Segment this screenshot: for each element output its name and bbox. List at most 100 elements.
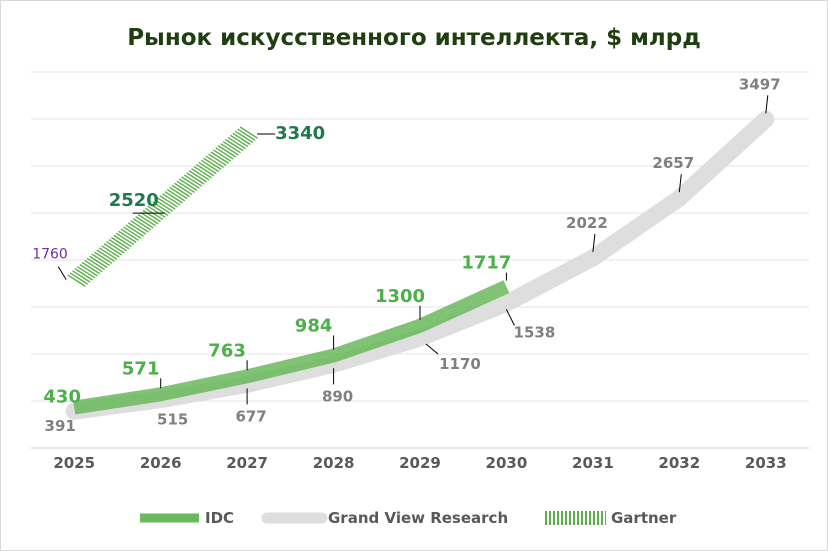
series-line-gartner: [67, 126, 258, 287]
gartner-hatch-stroke: [159, 195, 178, 208]
gartner-hatch-stroke: [222, 140, 242, 154]
gartner-hatch-stroke: [115, 232, 135, 246]
gartner-hatch-stroke: [225, 138, 244, 152]
gartner-hatch-stroke: [79, 263, 98, 277]
gartner-hatch-stroke: [86, 257, 106, 271]
gartner-hatch-stroke: [217, 145, 237, 158]
gartner-hatch-stroke: [195, 163, 215, 177]
data-label: 2657: [652, 154, 694, 172]
data-label: 2520: [109, 190, 159, 211]
x-tick-label: 2028: [313, 454, 355, 472]
gartner-hatch-stroke: [198, 161, 217, 175]
legend-item: IDC: [140, 509, 234, 527]
gartner-hatch-stroke: [111, 236, 130, 250]
legend-label: IDC: [205, 509, 234, 527]
x-tick-label: 2032: [658, 454, 700, 472]
gartner-hatch-stroke: [178, 178, 198, 191]
data-label: 2022: [566, 214, 608, 232]
gartner-hatch-stroke: [91, 253, 110, 267]
x-tick-label: 2027: [226, 454, 268, 472]
gartner-hatch-stroke: [81, 261, 101, 275]
gartner-hatch-stroke: [239, 126, 258, 139]
gartner-hatch-stroke: [183, 174, 203, 187]
gartner-hatch-stroke: [237, 128, 256, 141]
gartner-hatch-stroke: [140, 211, 159, 225]
gartner-hatch-stroke: [176, 180, 195, 194]
gartner-hatch-stroke: [212, 149, 232, 162]
gartner-hatch-stroke: [69, 272, 89, 285]
label-leader-line: [765, 95, 769, 114]
gartner-hatch-stroke: [205, 155, 225, 169]
data-label: 515: [157, 411, 188, 429]
data-label: 571: [122, 358, 160, 379]
gartner-hatch-stroke: [229, 134, 249, 148]
gartner-hatch-stroke: [96, 249, 115, 262]
data-label: 1170: [439, 355, 481, 373]
gartner-hatch-stroke: [101, 245, 120, 258]
gartner-hatch-stroke: [147, 205, 166, 219]
gartner-hatch-stroke: [164, 191, 183, 204]
gartner-hatch-stroke: [130, 220, 149, 233]
gartner-hatch-stroke: [171, 184, 191, 198]
gartner-hatch-stroke: [227, 136, 246, 150]
gartner-hatch-stroke: [200, 159, 220, 173]
legend-label: Gartner: [611, 509, 677, 527]
gartner-hatch-stroke: [157, 197, 176, 210]
gartner-hatch-stroke: [154, 199, 174, 212]
label-leader-line: [505, 309, 515, 326]
gartner-hatch-stroke: [103, 243, 123, 256]
gartner-hatch-stroke: [203, 157, 222, 171]
gartner-hatch-stroke: [67, 274, 86, 287]
x-tick-label: 2025: [53, 454, 95, 472]
x-axis: 2025 2026 2027 2028 2029 2030 2031 2032 2033: [53, 454, 786, 472]
data-label: 3497: [739, 75, 781, 93]
gartner-hatch-stroke: [84, 259, 103, 273]
gartner-hatch-stroke: [123, 226, 142, 239]
label-leader-line: [57, 266, 67, 280]
gartner-hatch-stroke: [137, 213, 157, 227]
gartner-hatch-stroke: [77, 266, 96, 279]
gartner-hatch-stroke: [74, 268, 93, 281]
data-label: 3340: [275, 123, 325, 144]
data-label: 1300: [375, 286, 425, 307]
legend-item: Grand View Research: [261, 509, 508, 527]
data-label: 1760: [32, 247, 68, 263]
data-label: 391: [45, 417, 76, 435]
gartner-hatch-stroke: [125, 224, 144, 237]
data-label: 430: [43, 387, 81, 408]
gartner-hatch-stroke: [132, 218, 152, 231]
gartner-hatch-stroke: [234, 130, 254, 143]
gartner-hatch-stroke: [142, 209, 161, 223]
gartner-hatch-stroke: [108, 238, 127, 252]
gartner-hatch-stroke: [191, 168, 210, 181]
gartner-hatch-stroke: [98, 247, 118, 260]
gartner-hatch-stroke: [161, 193, 181, 206]
gartner-hatch-stroke: [210, 151, 229, 164]
gartner-hatch-stroke: [169, 186, 188, 200]
label-leader-line: [678, 174, 682, 193]
gartner-hatch-stroke: [149, 203, 169, 216]
data-label: 1717: [461, 253, 511, 274]
gartner-hatch-stroke: [127, 222, 147, 235]
label-leader-line: [425, 343, 439, 355]
gartner-hatch-stroke: [94, 251, 113, 264]
gartner-hatch-stroke: [208, 153, 227, 166]
legend-label: Grand View Research: [328, 509, 508, 527]
gartner-hatch-stroke: [113, 234, 132, 248]
legend: IDC Grand View Research Gartner: [140, 509, 677, 527]
x-tick-label: 2031: [572, 454, 614, 472]
gartner-hatch-stroke: [174, 182, 193, 196]
data-label: 677: [235, 407, 266, 425]
gartner-hatch-stroke: [188, 170, 208, 183]
gartner-hatch-stroke: [106, 241, 125, 254]
series-lines: [65, 110, 775, 420]
x-tick-label: 2029: [399, 454, 441, 472]
data-label: 763: [208, 340, 246, 361]
gartner-hatch-stroke: [215, 147, 234, 160]
data-labels: 430 571 763 984 1300 1717 391 515 677 890 1170 1538…: [32, 75, 780, 435]
gartner-hatch-stroke: [232, 132, 251, 146]
gartner-hatch-stroke: [144, 207, 164, 221]
x-tick-label: 2033: [745, 454, 787, 472]
gartner-hatch-stroke: [120, 228, 140, 241]
